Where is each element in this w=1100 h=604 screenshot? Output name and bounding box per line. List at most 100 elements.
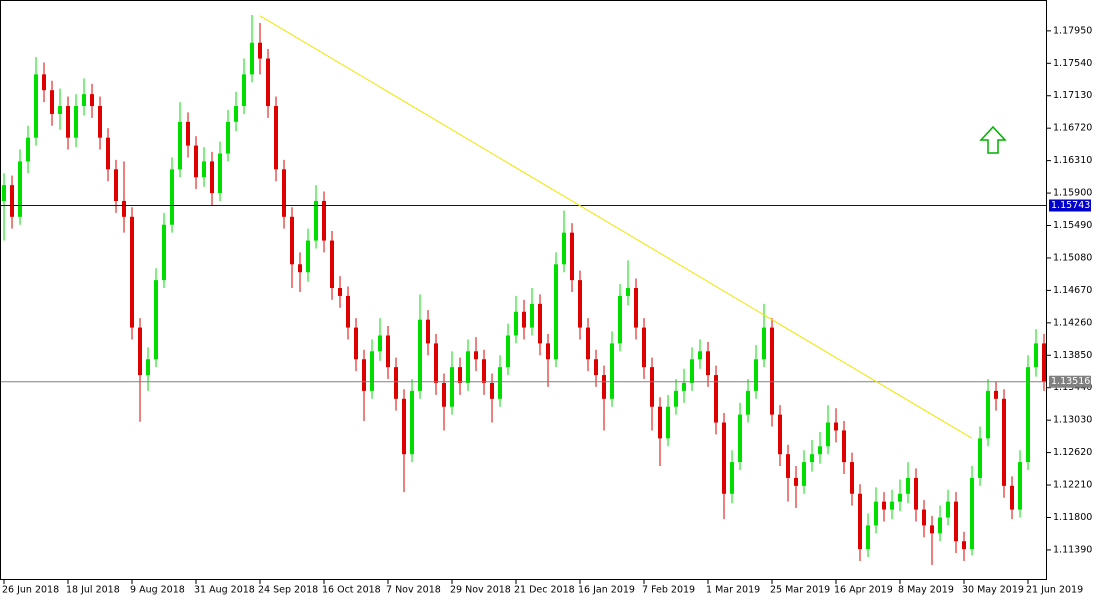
candle-body xyxy=(242,74,246,107)
candle-body xyxy=(130,216,134,328)
candle-body xyxy=(114,169,118,201)
candle-body xyxy=(954,501,958,542)
candle-body xyxy=(154,280,158,360)
candle-body xyxy=(898,493,902,502)
candle-body xyxy=(602,375,606,399)
candle-body xyxy=(834,422,838,431)
candle-body xyxy=(138,327,142,376)
candle-body xyxy=(306,240,310,273)
y-tick-label: 1.15080 xyxy=(1053,252,1092,263)
x-tick-label: 31 Aug 2018 xyxy=(194,585,255,596)
candle-body xyxy=(522,311,526,328)
candle-body xyxy=(714,375,718,423)
candle-body xyxy=(778,414,782,455)
candle-body xyxy=(434,343,438,383)
candle-body xyxy=(802,462,806,486)
candle-body xyxy=(378,335,382,352)
y-tick-label: 1.14260 xyxy=(1053,317,1092,328)
candle-body xyxy=(322,200,326,241)
candle-body xyxy=(442,382,446,407)
y-tick-label: 1.11390 xyxy=(1053,544,1092,555)
x-tick-label: 16 Jan 2019 xyxy=(578,585,635,596)
candle-body xyxy=(530,303,534,328)
candle-body xyxy=(746,390,750,415)
candle-body xyxy=(570,232,574,281)
candle-body xyxy=(994,390,998,399)
candle-body xyxy=(274,106,278,170)
candle-body xyxy=(162,224,166,281)
candle-body xyxy=(74,106,78,138)
candle-body xyxy=(818,446,822,455)
candle-body xyxy=(930,525,934,534)
candle-body xyxy=(330,240,334,289)
candle-body xyxy=(506,335,510,368)
candle-body xyxy=(786,454,790,478)
candle-body xyxy=(642,327,646,368)
candle-body xyxy=(698,351,702,360)
candle-body xyxy=(282,169,286,217)
candle-body xyxy=(314,200,318,241)
candle-body xyxy=(18,161,22,217)
candle-body xyxy=(90,94,94,107)
candle-body xyxy=(674,390,678,407)
y-tick-label: 1.15900 xyxy=(1053,188,1092,199)
y-tick-label: 1.15490 xyxy=(1053,220,1092,231)
candle-body xyxy=(482,359,486,383)
candle-body xyxy=(66,106,70,138)
candle-body xyxy=(922,509,926,526)
candle-body xyxy=(2,185,6,201)
candle-body xyxy=(858,493,862,550)
candle-body xyxy=(546,343,550,360)
y-tick-label: 1.12210 xyxy=(1053,480,1092,491)
candle-body xyxy=(722,422,726,494)
candle-body xyxy=(34,74,38,138)
candle-body xyxy=(874,501,878,526)
candle-body xyxy=(554,264,558,360)
candle-body xyxy=(634,288,638,328)
candle-body xyxy=(962,541,966,550)
x-tick-label: 16 Oct 2018 xyxy=(322,585,381,596)
candle-body xyxy=(266,58,270,107)
candle-body xyxy=(706,351,710,376)
x-tick-label: 18 Jul 2018 xyxy=(66,585,120,596)
candle-body xyxy=(946,501,950,518)
candle-body xyxy=(666,406,670,439)
candle-body xyxy=(538,303,542,344)
candle-body xyxy=(82,94,86,107)
candle-body xyxy=(762,327,766,360)
candle-body xyxy=(346,295,350,328)
candle-body xyxy=(26,137,30,162)
candle-body xyxy=(490,382,494,399)
candle-body xyxy=(338,288,342,296)
candle-body xyxy=(402,398,406,455)
candle-body xyxy=(42,74,46,91)
candle-body xyxy=(690,359,694,383)
candle-body xyxy=(426,319,430,344)
y-tick-label: 1.17130 xyxy=(1053,90,1092,101)
candle-body xyxy=(1034,343,1038,368)
plot-frame xyxy=(0,0,1047,580)
y-tick-label: 1.12620 xyxy=(1053,447,1092,458)
candle-body xyxy=(890,501,894,510)
candle-body xyxy=(122,200,126,217)
candle-body xyxy=(234,106,238,122)
candle-body xyxy=(474,351,478,360)
candle-body xyxy=(370,351,374,391)
candle-body xyxy=(58,106,62,114)
candle-body xyxy=(610,343,614,399)
candle-body xyxy=(754,359,758,391)
candle-body xyxy=(938,517,942,534)
x-tick-label: 24 Sep 2018 xyxy=(258,585,318,596)
y-tick-label: 1.11800 xyxy=(1053,512,1092,523)
x-tick-label: 26 Jun 2018 xyxy=(2,585,59,596)
candle-body xyxy=(594,359,598,376)
x-tick-label: 21 Jun 2019 xyxy=(1026,585,1083,596)
y-tick-label: 1.17540 xyxy=(1053,58,1092,69)
candle-body xyxy=(738,414,742,463)
candle-body xyxy=(650,367,654,407)
candle-body xyxy=(842,430,846,463)
x-tick-label: 21 Dec 2018 xyxy=(514,585,575,596)
candle-body xyxy=(578,280,582,328)
